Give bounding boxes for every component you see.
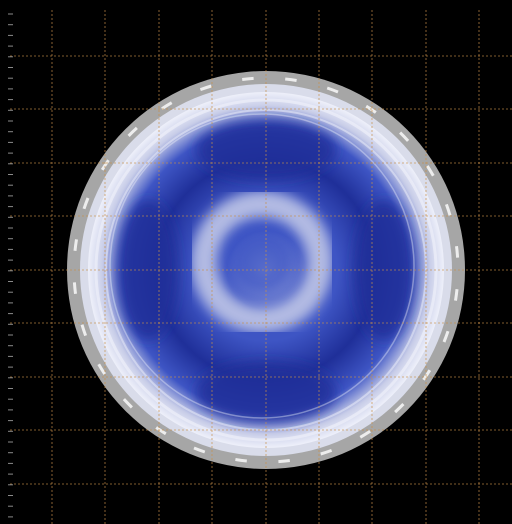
rim-segment-mark [82, 197, 90, 210]
rim-segment-mark [122, 398, 133, 409]
rim-segment-mark [442, 330, 450, 343]
rim-segment-mark [285, 77, 297, 82]
rim-segment-mark [80, 324, 88, 337]
sample-center-ring [191, 191, 333, 333]
rim-segment-mark [72, 282, 77, 294]
rim-segment-mark [454, 289, 459, 301]
rim-segment-mark [426, 165, 435, 177]
rim-segment-marks [72, 76, 460, 464]
rim-segment-mark [100, 159, 110, 171]
rim-segment-mark [235, 458, 247, 463]
sample-center-core [230, 230, 294, 294]
rim-segment-mark [422, 369, 432, 381]
rim-segment-mark [161, 101, 173, 110]
rim-segment-mark [127, 126, 138, 137]
rim-segment-mark [320, 448, 333, 456]
rim-segment-mark [399, 131, 410, 142]
rim-segment-mark [73, 239, 78, 251]
rim-segment-mark [193, 446, 206, 454]
rim-segment-mark [326, 86, 339, 94]
rim-segment-mark [455, 246, 460, 258]
rim-segment-mark [199, 84, 212, 92]
rim-segment-mark [394, 403, 405, 414]
rim-segment-mark [242, 76, 254, 81]
rim-segment-mark [155, 426, 167, 436]
rim-segment-mark [278, 459, 290, 464]
dashed-grid [10, 10, 512, 524]
rim-segment-mark [444, 203, 452, 216]
rim-segment-mark [359, 430, 371, 439]
left-tick-marks [8, 13, 13, 518]
